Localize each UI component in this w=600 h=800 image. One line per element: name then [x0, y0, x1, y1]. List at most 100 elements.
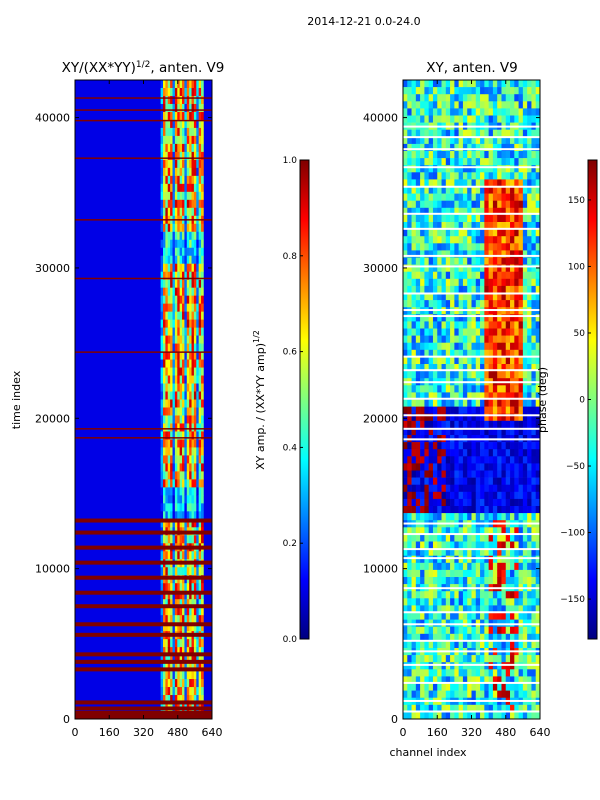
left-heat-cell — [191, 183, 195, 193]
left-heat-cell — [184, 303, 188, 312]
left-heat-cell — [160, 159, 164, 169]
right-heat-cell — [522, 143, 528, 152]
right-heat-cell — [411, 335, 417, 343]
left-heat-cell — [186, 535, 190, 544]
right-heat-cell — [462, 442, 468, 450]
right-heat-cell — [492, 314, 498, 322]
right-heat-cell — [488, 371, 494, 379]
right-heat-cell — [450, 527, 455, 535]
right-heat-cell — [411, 633, 417, 642]
right-heat-cell — [424, 328, 429, 336]
right-heat-cell — [522, 278, 528, 287]
left-heat-cell — [191, 519, 195, 528]
left-heat-cell — [174, 623, 178, 632]
right-heat-cell — [428, 136, 434, 145]
right-heat-cell — [458, 392, 464, 400]
right-heat-cell — [497, 392, 502, 400]
right-heat-cell — [484, 293, 489, 301]
left-flagged-row — [75, 706, 212, 711]
right-heat-cell — [403, 711, 408, 720]
left-heat-cell — [177, 135, 180, 145]
right-heat-cell — [535, 271, 541, 280]
left-heat-cell — [191, 583, 195, 592]
right-heat-cell — [522, 655, 528, 663]
left-heat-cell — [177, 607, 180, 616]
right-heat-cell — [535, 200, 541, 209]
right-heat-cell — [441, 413, 447, 422]
right-heat-cell — [488, 626, 494, 635]
right-heat-cell — [403, 449, 408, 457]
right-heat-cell — [527, 442, 532, 450]
left-heat-cell — [198, 511, 202, 520]
right-heat-cell — [518, 605, 524, 613]
left-heat-cell — [201, 511, 204, 520]
right-heat-cell — [403, 328, 408, 336]
right-heat-cell — [467, 115, 472, 123]
left-heat-cell — [201, 663, 204, 672]
right-heat-cell — [415, 534, 421, 542]
left-heat-cell — [201, 671, 204, 680]
left-heat-cell — [174, 207, 178, 217]
right-heat-cell — [411, 222, 417, 230]
right-heat-cell — [480, 321, 485, 329]
left-heat-cell — [186, 407, 190, 416]
left-heat-cell — [170, 447, 173, 456]
left-heat-cell — [184, 375, 188, 384]
right-heat-cell — [531, 569, 537, 578]
left-heat-cell — [165, 415, 169, 424]
left-heat-cell — [191, 407, 195, 416]
left-heat-cell — [196, 511, 199, 520]
right-heat-cell — [411, 328, 417, 336]
left-ylabel: time index — [10, 370, 23, 429]
right-heat-cell — [454, 527, 459, 535]
right-heat-cell — [497, 427, 502, 436]
left-heat-cell — [201, 687, 204, 696]
right-heat-cell — [510, 449, 515, 457]
right-flagged-row — [403, 309, 540, 312]
left-heat-cell — [186, 191, 190, 201]
right-heat-cell — [403, 278, 408, 287]
left-heat-cell — [198, 615, 202, 624]
right-heat-cell — [420, 562, 425, 571]
left-title-tail: , anten. V9 — [150, 60, 224, 76]
right-heat-cell — [458, 129, 464, 138]
left-heat-cell — [191, 511, 195, 520]
left-heat-cell — [170, 231, 173, 241]
right-heat-cell — [403, 577, 408, 585]
left-heatmap — [75, 80, 212, 720]
right-heat-cell — [535, 541, 541, 549]
right-heat-cell — [415, 356, 421, 365]
right-heat-cell — [518, 186, 524, 194]
right-heat-cell — [432, 264, 438, 272]
left-heat-cell — [193, 103, 197, 113]
left-heat-cell — [174, 407, 178, 416]
left-heat-cell — [172, 95, 176, 105]
right-heat-cell — [505, 186, 511, 194]
left-heat-cell — [170, 303, 173, 312]
left-heat-cell — [172, 207, 176, 217]
right-heat-cell — [445, 470, 451, 478]
right-heat-cell — [403, 158, 408, 166]
right-heat-cell — [454, 207, 459, 216]
right-heat-cell — [450, 257, 455, 265]
right-heat-cell — [514, 356, 519, 365]
right-heat-cell — [514, 278, 519, 287]
right-heat-cell — [497, 562, 502, 571]
right-heat-cell — [441, 427, 447, 436]
left-heat-cell — [198, 551, 202, 560]
left-heat-cell — [193, 615, 197, 624]
left-colorbar-ticks: 0.00.20.40.60.81.0 — [283, 156, 303, 645]
left-heat-cell — [167, 511, 171, 520]
right-heat-cell — [510, 257, 515, 265]
left-heat-cell — [196, 127, 199, 137]
left-heat-cell — [191, 487, 195, 496]
right-heat-cell — [424, 222, 429, 230]
right-heat-cell — [432, 612, 438, 620]
right-heat-cell — [514, 335, 519, 343]
left-heat-cell — [174, 95, 178, 105]
right-heat-cell — [462, 165, 468, 173]
left-heat-cell — [163, 439, 166, 448]
right-heat-cell — [407, 633, 412, 642]
left-heat-cell — [172, 199, 176, 209]
left-heat-cell — [184, 207, 188, 217]
